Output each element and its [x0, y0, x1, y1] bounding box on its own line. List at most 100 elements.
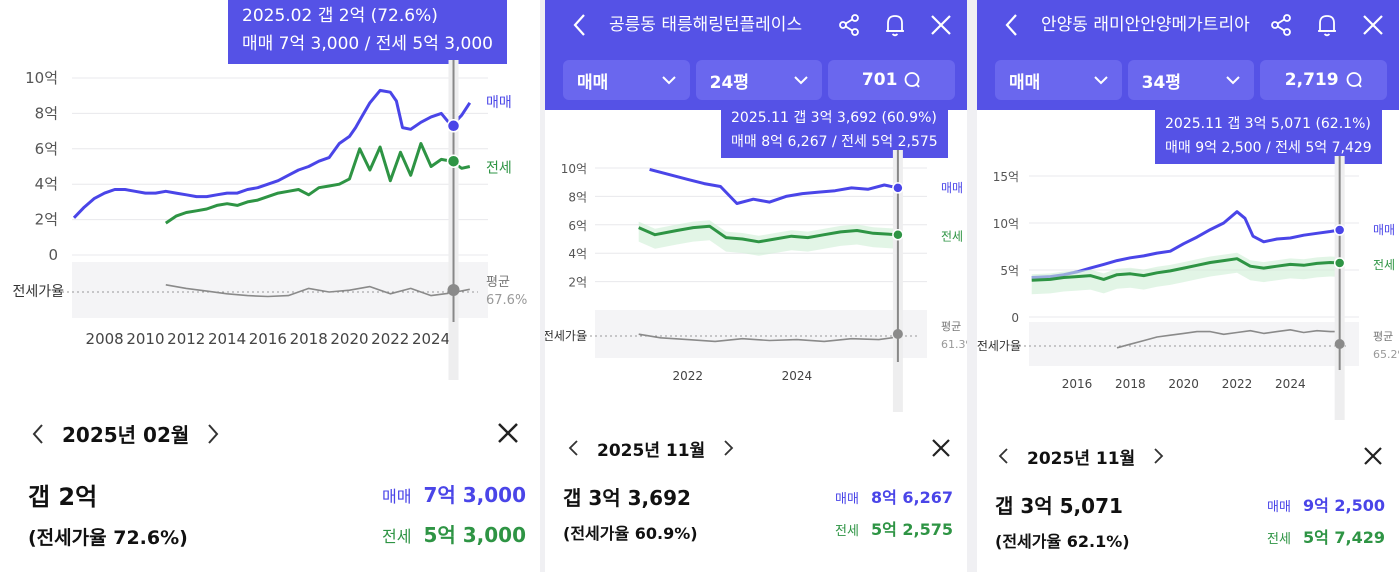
rent-cursor-dot [1333, 257, 1346, 269]
rent-cursor-dot [892, 228, 904, 241]
share-button[interactable] [1261, 5, 1301, 45]
average-legend: 평균 [1373, 330, 1393, 343]
trade-type-select[interactable]: 매매 [995, 60, 1122, 100]
close-icon [1364, 447, 1382, 465]
chart-tooltip: 2025.11 갭 3억 3,692 (60.9%) 매매 8억 6,267 /… [721, 104, 948, 158]
y-tick-label: 8억 [568, 190, 587, 204]
chart-panel-3: 안양동 래미안안양메가트리아 매매 34평 2,719 2025.11 갭 3억… [977, 0, 1399, 572]
prev-month-button[interactable] [559, 434, 587, 462]
x-tick-label: 2024 [412, 330, 450, 348]
buy-line [1031, 210, 1340, 279]
ratio-cursor-dot [447, 284, 460, 296]
rent-price: 5억 2,575 [870, 520, 953, 539]
x-tick-label: 2022 [1222, 377, 1253, 391]
size-select[interactable]: 34평 [1127, 60, 1255, 100]
y-tick-label: 4억 [35, 175, 58, 193]
chevron-down-icon [1093, 76, 1108, 85]
size-select[interactable]: 24평 [695, 60, 823, 100]
x-tick-label: 2022 [371, 330, 409, 348]
notification-button[interactable] [1307, 5, 1347, 45]
rent-legend: 전세 [1373, 258, 1395, 272]
rent-ratio: (전세가율 60.9%) [563, 524, 698, 543]
x-tick-label: 2014 [208, 330, 246, 348]
buy-line [72, 88, 472, 219]
chevron-down-icon [661, 76, 676, 85]
selected-month: 2025년 11월 [1027, 448, 1136, 469]
ratio-band [1029, 322, 1359, 366]
rent-price: 5억 7,429 [1302, 528, 1385, 547]
apartment-title: 안양동 래미안안양메가트리아 [1041, 15, 1250, 35]
rent-legend: 전세 [941, 230, 963, 244]
apartment-title: 공릉동 태릉해링턴플레이스 [609, 15, 803, 35]
next-month-button[interactable] [199, 420, 227, 448]
trade-type-value: 매매 [577, 72, 609, 93]
y-tick-label: 0 [48, 246, 58, 264]
share-button[interactable] [829, 5, 869, 45]
back-button[interactable] [991, 5, 1031, 45]
rent-range-band [1031, 252, 1340, 295]
chevron-left-icon [568, 440, 578, 456]
y-tick-label: 4억 [568, 247, 587, 261]
x-tick-label: 2018 [290, 330, 328, 348]
ratio-cursor-dot [892, 329, 903, 339]
average-legend: 평균 [486, 275, 510, 290]
comment-count-button[interactable]: 2,719 [1260, 60, 1388, 100]
rent-ratio: (전세가율 72.6%) [28, 527, 188, 549]
chevron-right-icon [1154, 448, 1164, 464]
x-tick-label: 2016 [249, 330, 287, 348]
panel-divider [967, 0, 977, 572]
back-button[interactable] [559, 5, 599, 45]
rent-legend: 전세 [486, 161, 512, 177]
y-tick-label: 10억 [993, 217, 1019, 231]
next-month-button[interactable] [1145, 442, 1173, 470]
comment-icon [1346, 72, 1362, 88]
prev-month-button[interactable] [24, 420, 52, 448]
x-tick-label: 2022 [673, 369, 704, 383]
rent-label: 전세 [1267, 532, 1291, 547]
notification-button[interactable] [875, 5, 915, 45]
size-value: 24평 [709, 72, 749, 93]
buy-line [649, 167, 899, 205]
size-value: 34평 [1141, 72, 1181, 93]
buy-price: 7억 3,000 [423, 483, 526, 507]
bell-icon [886, 15, 904, 37]
trade-type-select[interactable]: 매매 [563, 60, 690, 100]
close-header-button[interactable] [1353, 5, 1393, 45]
close-icon [498, 423, 518, 443]
rent-price: 5억 3,000 [423, 523, 526, 547]
close-button[interactable] [925, 432, 957, 464]
chevron-left-icon [573, 14, 585, 36]
gap-amount: 갭 3억 5,071 [995, 494, 1123, 518]
prev-month-button[interactable] [989, 442, 1017, 470]
next-month-button[interactable] [715, 434, 743, 462]
rent-label: 전세 [382, 527, 412, 546]
close-icon [932, 439, 950, 457]
comment-icon [905, 72, 921, 88]
chevron-right-icon [724, 440, 734, 456]
rent-label: 전세 [835, 524, 859, 539]
y-tick-label: 2억 [568, 276, 587, 290]
close-header-button[interactable] [921, 5, 961, 45]
rent-line [1031, 257, 1340, 282]
price-chart[interactable]: 0 2억 4억 6억 8억 10억 2008 2010 2012 2014 2016 2018 2020… [0, 0, 540, 390]
chevron-left-icon [1005, 14, 1017, 36]
close-icon [1363, 15, 1383, 35]
close-button[interactable] [1357, 440, 1389, 472]
rent-line [164, 142, 471, 225]
comment-count-button[interactable]: 701 [828, 60, 956, 100]
detail-card: 2025년 11월 갭 3억 5,071 (전세가율 62.1%) 매매 9억 … [977, 420, 1399, 572]
close-button[interactable] [492, 417, 524, 449]
x-tick-label: 2008 [86, 330, 124, 348]
ratio-axis-label: 전세가율 [977, 339, 1021, 353]
buy-cursor-dot [446, 119, 461, 133]
bell-icon [1318, 15, 1336, 37]
y-tick-label: 10억 [25, 69, 58, 87]
x-tick-label: 2024 [1275, 377, 1306, 391]
ratio-band [595, 310, 927, 358]
tooltip-summary: 2025.02 갭 2억 (72.6%) [242, 6, 438, 26]
buy-label: 매매 [1267, 500, 1291, 515]
y-tick-label: 5억 [1000, 264, 1019, 278]
buy-cursor-dot [892, 182, 904, 194]
